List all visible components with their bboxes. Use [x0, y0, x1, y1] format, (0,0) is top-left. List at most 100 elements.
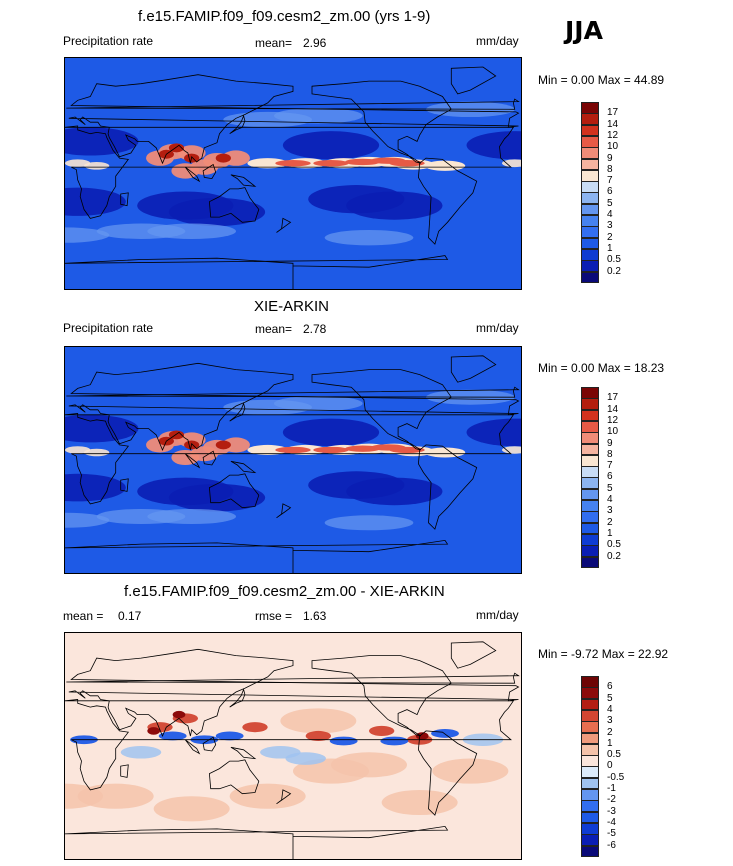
colorbar-tick-label: 14: [607, 118, 619, 130]
coastline: [120, 764, 129, 778]
colorbar-cell: [581, 432, 599, 444]
panel-2-map: [64, 346, 522, 574]
colorbar-cell: [581, 102, 599, 114]
colorbar-tick-label: 7: [607, 460, 613, 472]
precip-feature: [369, 725, 395, 736]
coastline: [66, 672, 520, 684]
coastline: [65, 539, 449, 573]
coastline: [208, 759, 260, 795]
colorbar-cell: [581, 789, 599, 801]
precip-feature: [168, 483, 266, 512]
coastline: [208, 473, 260, 509]
coastline: [65, 825, 449, 859]
precip-feature: [65, 414, 139, 443]
precip-feature: [275, 160, 311, 167]
precip-feature: [305, 730, 331, 741]
colorbar-tick-label: 0: [607, 760, 613, 772]
colorbar-cell: [581, 511, 599, 524]
colorbar-cell: [581, 147, 599, 159]
precip-feature: [331, 752, 407, 778]
colorbar-tick-label: 1: [607, 527, 613, 539]
colorbar-cell: [581, 755, 599, 767]
coastline: [417, 444, 478, 530]
precip-feature: [247, 158, 288, 169]
colorbar-cell: [581, 709, 599, 722]
colorbar-cell: [581, 698, 599, 711]
panel-1-minmax: Min = 0.00 Max = 44.89: [538, 73, 665, 87]
precip-feature: [346, 191, 443, 220]
colorbar-tick-label: 7: [607, 175, 613, 187]
colorbar-cell: [581, 466, 599, 478]
colorbar-tick-label: 12: [607, 129, 619, 141]
coastline: [230, 460, 257, 474]
colorbar-cell: [581, 398, 599, 411]
precip-feature: [466, 131, 521, 160]
precip-feature: [65, 446, 91, 454]
colorbar-tick-label: 9: [607, 152, 613, 164]
precip-feature: [120, 746, 162, 759]
panel-1-mean-value: 2.96: [303, 36, 327, 50]
colorbar-cell: [581, 443, 599, 456]
precip-feature: [215, 731, 244, 741]
coastline: [68, 362, 520, 452]
colorbar-tick-label: -1: [607, 783, 616, 794]
precip-feature: [172, 710, 186, 719]
panel-2-title: XIE-ARKIN: [254, 298, 330, 315]
precip-feature: [324, 515, 414, 531]
coastline: [202, 736, 217, 752]
precip-feature: [222, 437, 250, 453]
colorbar-cell: [581, 260, 599, 272]
colorbar-cell: [581, 387, 599, 399]
coastline: [68, 74, 520, 165]
colorbar-tick-label: 2: [607, 726, 613, 738]
coastline: [208, 187, 260, 223]
coastline: [120, 478, 129, 492]
precip-feature: [215, 440, 231, 450]
map-svg: [65, 633, 521, 859]
precip-feature: [84, 161, 110, 170]
colorbar-cell: [581, 169, 599, 182]
colorbar-cell: [581, 845, 599, 858]
panel-1-map: [64, 57, 522, 290]
precip-feature: [381, 789, 458, 816]
panel-1-units: mm/day: [476, 34, 519, 48]
precip-feature: [223, 111, 312, 128]
colorbar-tick-label: 0.5: [607, 254, 621, 266]
precip-feature: [247, 444, 288, 455]
precip-feature: [171, 449, 200, 466]
precip-feature: [65, 159, 91, 168]
coastline: [66, 98, 520, 110]
colorbar-cell: [581, 556, 599, 569]
precip-feature: [466, 418, 521, 447]
precip-feature: [280, 708, 357, 734]
colorbar-cell: [581, 271, 599, 284]
coastline: [311, 655, 452, 737]
colorbar-cell: [581, 135, 599, 148]
precip-feature: [147, 727, 160, 735]
colorbar-cell: [581, 420, 599, 433]
colorbar-cell: [581, 192, 599, 205]
colorbar-tick-label: 17: [607, 107, 619, 119]
colorbar-tick-label: -0.5: [607, 771, 625, 783]
precip-feature: [275, 446, 311, 454]
panel-3-map: [64, 632, 522, 860]
colorbar-tick-label: 5: [607, 692, 613, 704]
colorbar-tick-label: 5: [607, 197, 613, 209]
colorbar-cell: [581, 834, 599, 846]
coastline: [276, 217, 292, 233]
panel-2-mean-value: 2.78: [303, 322, 327, 336]
colorbar-tick-label: 0.5: [607, 539, 621, 551]
coastline: [65, 125, 515, 219]
colorbar-cell: [581, 488, 599, 501]
coastline: [65, 255, 449, 289]
coastline: [184, 453, 201, 469]
colorbar-cell: [581, 124, 599, 137]
precip-feature: [502, 159, 521, 168]
map-background: [65, 58, 521, 289]
colorbar-tick-label: 2: [607, 231, 613, 243]
map-background: [65, 347, 521, 573]
coastline: [202, 163, 217, 180]
colorbar-cell: [581, 676, 599, 688]
colorbar-cell: [581, 181, 599, 193]
precip-feature: [346, 477, 443, 506]
